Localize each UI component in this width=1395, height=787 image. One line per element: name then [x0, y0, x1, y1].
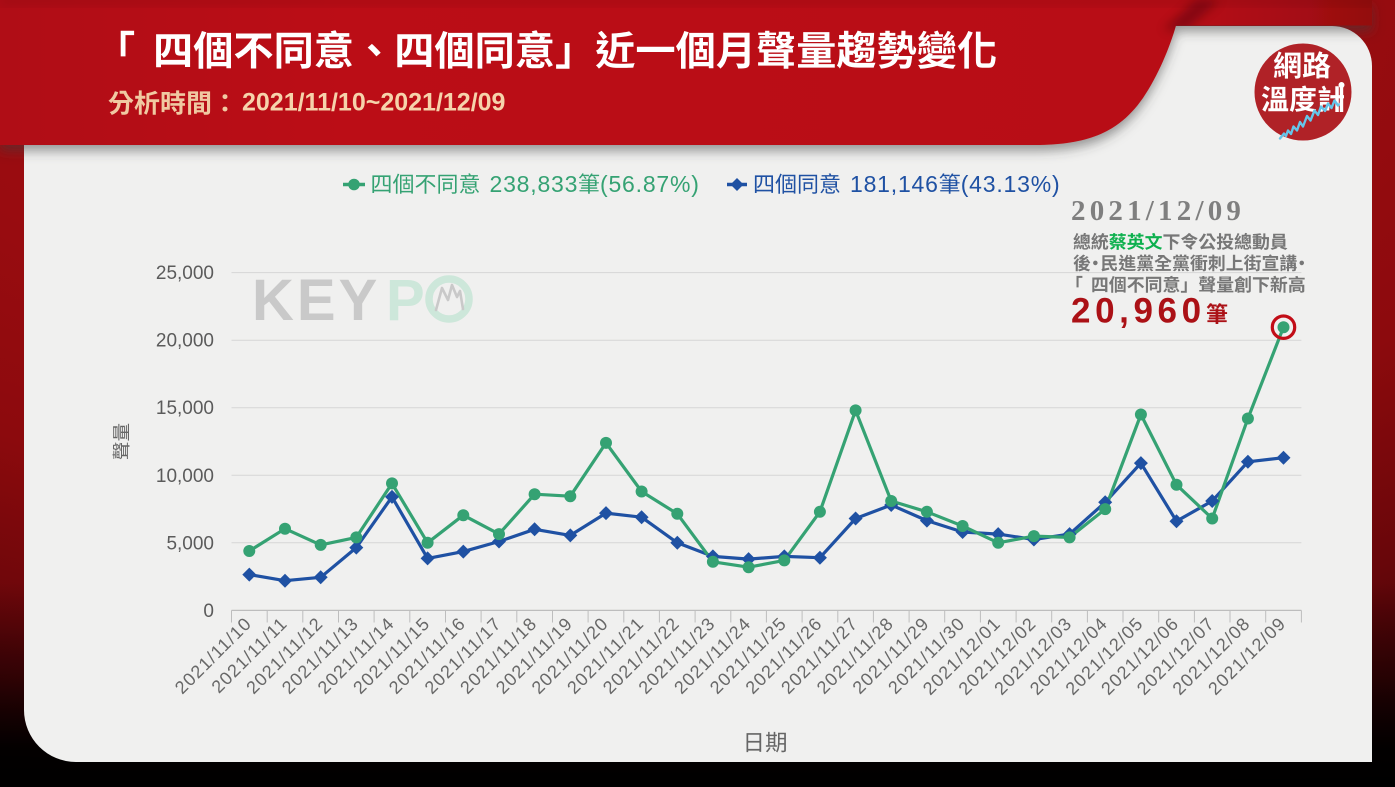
svg-text:2021/12/09: 2021/12/09: [1071, 195, 1245, 227]
svg-text:20,960: 20,960: [1071, 292, 1206, 331]
svg-text:P: P: [386, 268, 425, 333]
svg-text:20,000: 20,000: [156, 331, 214, 352]
svg-text:(56.87%): (56.87%): [600, 171, 700, 197]
svg-text:(43.13%): (43.13%): [961, 171, 1061, 197]
svg-text:10,000: 10,000: [156, 466, 214, 487]
svg-text:25,000: 25,000: [156, 263, 214, 284]
svg-text:0: 0: [203, 601, 214, 622]
svg-text:181,146: 181,146: [850, 171, 939, 197]
svg-text:238,833: 238,833: [490, 171, 579, 197]
svg-text:15,000: 15,000: [156, 398, 214, 419]
svg-text:KEY: KEY: [252, 268, 380, 333]
svg-text:2021/11/10~2021/12/09: 2021/11/10~2021/12/09: [242, 89, 505, 117]
svg-text:5,000: 5,000: [166, 533, 214, 554]
